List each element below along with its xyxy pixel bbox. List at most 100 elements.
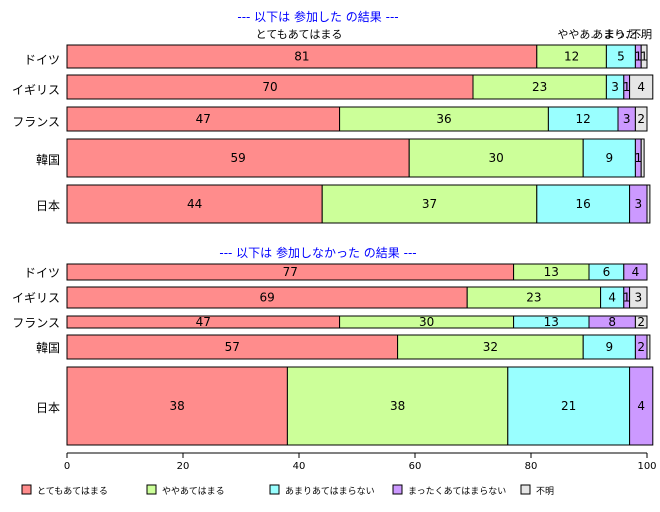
legend: とてもあてはまる ややあてはまる あまりあてはまらない まったくあてはまらない 不明 <box>21 484 554 497</box>
data-label: 23 <box>532 80 547 94</box>
panel-2-title: --- 以下は 参加しなかった の結果 --- <box>219 245 416 260</box>
data-label: 13 <box>544 315 559 329</box>
bar-segment <box>640 138 645 178</box>
bar-segment <box>629 286 648 309</box>
legend-label: あまりあてはまらない <box>285 486 375 497</box>
column-label-1: とてもあてはまる <box>256 28 343 41</box>
data-label: 21 <box>561 399 576 413</box>
data-label: 70 <box>262 80 277 94</box>
data-label: 4 <box>637 80 645 94</box>
bar-segment <box>634 106 648 132</box>
data-label: 2 <box>637 315 645 329</box>
category-label: ドイツ <box>24 266 60 280</box>
data-label: 6 <box>603 265 611 279</box>
data-label: 12 <box>564 50 579 64</box>
bar-segment <box>547 106 619 132</box>
category-label: 韓国 <box>36 153 60 167</box>
data-label: 23 <box>526 291 541 305</box>
data-label: 57 <box>225 340 240 354</box>
bar-segment <box>646 184 651 224</box>
bar-segment <box>66 334 399 360</box>
data-label: 16 <box>576 197 591 211</box>
data-label: 9 <box>605 340 613 354</box>
bar-segment <box>507 366 631 446</box>
bar-segment <box>646 334 651 360</box>
bar-segment <box>408 138 584 178</box>
bar-segment <box>472 74 607 100</box>
data-label: 59 <box>230 151 245 165</box>
data-label: 13 <box>544 265 559 279</box>
bar-segment <box>339 106 549 132</box>
category-label: フランス <box>12 316 60 330</box>
legend-swatch <box>269 484 280 495</box>
x-tick-label: 0 <box>64 461 70 472</box>
legend-swatch <box>520 484 531 495</box>
data-label: 3 <box>634 291 642 305</box>
bar-segment <box>66 184 323 224</box>
panel-1-title: --- 以下は 参加した の結果 --- <box>237 9 398 24</box>
data-label: 1 <box>640 50 648 64</box>
data-label: 32 <box>483 340 498 354</box>
x-tick-label: 40 <box>293 461 306 472</box>
data-label: 4 <box>608 291 616 305</box>
bar-segment <box>629 366 654 446</box>
data-label: 4 <box>632 265 640 279</box>
category-label: 韓国 <box>36 341 60 355</box>
category-label: 日本 <box>36 401 60 415</box>
x-tick-label: 80 <box>525 461 538 472</box>
data-label: 2 <box>637 340 645 354</box>
data-label: 30 <box>419 315 434 329</box>
data-label: 37 <box>422 197 437 211</box>
bar-segment <box>286 366 509 446</box>
data-label: 47 <box>196 315 211 329</box>
legend-label: とてもあてはまる <box>37 486 108 497</box>
bar-segment <box>536 184 631 224</box>
bar-segment <box>623 263 648 281</box>
data-label: 3 <box>611 80 619 94</box>
data-label: 38 <box>390 399 405 413</box>
data-label: 38 <box>170 399 185 413</box>
data-label: 1 <box>634 151 642 165</box>
data-label: 8 <box>608 315 616 329</box>
bar-segment <box>66 138 410 178</box>
legend-swatch <box>21 484 32 495</box>
data-label: 81 <box>294 50 309 64</box>
data-label: 77 <box>283 265 298 279</box>
data-label: 44 <box>187 197 202 211</box>
data-label: 3 <box>634 197 642 211</box>
legend-swatch <box>146 484 157 495</box>
data-label: 5 <box>617 50 625 64</box>
legend-label: 不明 <box>536 486 554 497</box>
x-tick-label: 100 <box>637 461 656 472</box>
category-label: フランス <box>12 115 60 129</box>
bar-segment <box>640 44 648 69</box>
legend-label: まったくあてはまらない <box>408 486 506 497</box>
data-label: 4 <box>637 399 645 413</box>
legend-label: ややあてはまる <box>162 486 225 497</box>
column-label-5: 不明 <box>630 28 652 41</box>
bar-segment <box>629 74 654 100</box>
x-axis: 0 20 40 60 80 100 <box>64 452 657 472</box>
x-tick-label: 20 <box>177 461 190 472</box>
data-label: 1 <box>623 291 631 305</box>
bar-segment <box>321 184 538 224</box>
data-label: 9 <box>605 151 613 165</box>
data-label: 47 <box>196 112 211 126</box>
data-label: 1 <box>623 80 631 94</box>
column-label-3: あまり.. <box>592 28 632 41</box>
data-label: 12 <box>576 112 591 126</box>
category-label: イギリス <box>12 291 60 305</box>
data-label: 69 <box>259 291 274 305</box>
category-label: イギリス <box>12 83 60 97</box>
x-tick-label: 60 <box>409 461 422 472</box>
data-label: 30 <box>489 151 504 165</box>
data-label: 1 <box>634 50 642 64</box>
category-label: ドイツ <box>24 53 60 67</box>
data-label: 36 <box>436 112 451 126</box>
bar-segment <box>66 74 474 100</box>
data-label: 3 <box>623 112 631 126</box>
data-label: 2 <box>637 112 645 126</box>
column-label-4: まった.. <box>604 28 644 41</box>
